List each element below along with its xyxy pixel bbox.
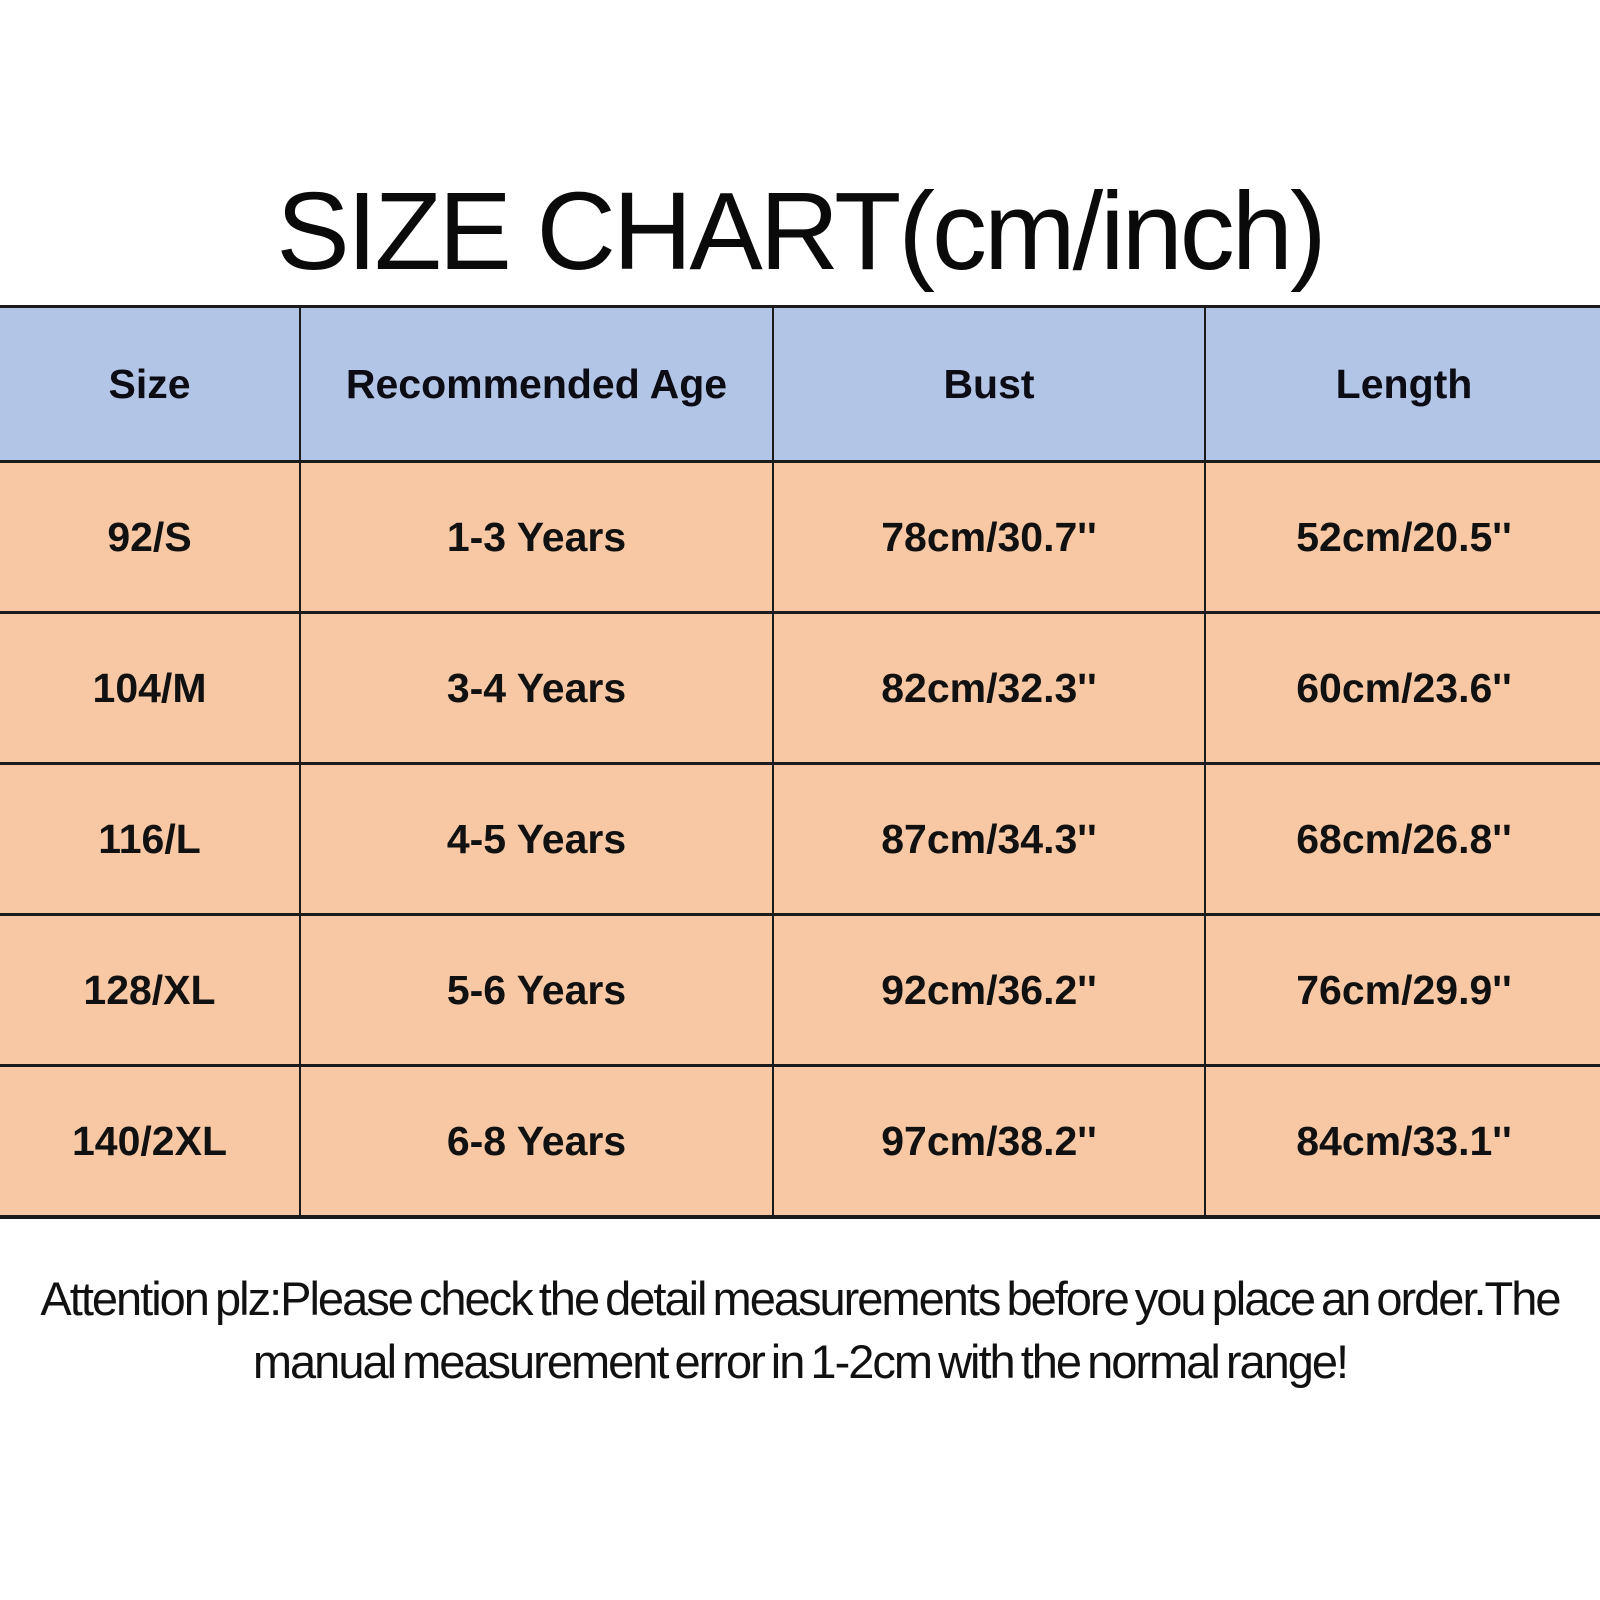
cell-age: 1-3 Years: [299, 460, 774, 614]
attention-note-line2: manual measurement error in 1-2cm with t…: [252, 1334, 1349, 1388]
column-header-length: Length: [1204, 305, 1600, 463]
cell-age: 6-8 Years: [299, 1064, 774, 1219]
cell-size: 92/S: [0, 460, 301, 614]
page-title: SIZE CHART(cm/inch): [276, 170, 1326, 293]
cell-size: 104/M: [0, 611, 301, 765]
cell-length: 68cm/26.8'': [1204, 762, 1600, 916]
cell-length: 76cm/29.9'': [1204, 913, 1600, 1067]
cell-age: 4-5 Years: [299, 762, 774, 916]
column-header-size: Size: [0, 305, 301, 463]
table-row: 116/L 4-5 Years 87cm/34.3'' 68cm/26.8'': [0, 762, 1600, 916]
cell-bust: 78cm/30.7'': [772, 460, 1206, 614]
cell-bust: 87cm/34.3'': [772, 762, 1206, 916]
table-row: 128/XL 5-6 Years 92cm/36.2'' 76cm/29.9'': [0, 913, 1600, 1067]
table-row: 104/M 3-4 Years 82cm/32.3'' 60cm/23.6'': [0, 611, 1600, 765]
cell-age: 5-6 Years: [299, 913, 774, 1067]
cell-age: 3-4 Years: [299, 611, 774, 765]
table-row: 92/S 1-3 Years 78cm/30.7'' 52cm/20.5'': [0, 460, 1600, 614]
cell-length: 60cm/23.6'': [1204, 611, 1600, 765]
cell-length: 84cm/33.1'': [1204, 1064, 1600, 1219]
attention-note-line1: Attention plz:Please check the detail me…: [40, 1272, 1561, 1325]
cell-bust: 82cm/32.3'': [772, 611, 1206, 765]
column-header-recommended-age: Recommended Age: [299, 305, 774, 463]
cell-size: 116/L: [0, 762, 301, 916]
table-header-row: Size Recommended Age Bust Length: [0, 305, 1600, 463]
attention-note: Attention plz:Please check the detail me…: [0, 1268, 1600, 1393]
cell-length: 52cm/20.5'': [1204, 460, 1600, 614]
column-header-bust: Bust: [772, 305, 1206, 463]
cell-size: 140/2XL: [0, 1064, 301, 1219]
cell-bust: 92cm/36.2'': [772, 913, 1206, 1067]
cell-bust: 97cm/38.2'': [772, 1064, 1206, 1219]
cell-size: 128/XL: [0, 913, 301, 1067]
size-chart-table: Size Recommended Age Bust Length 92/S 1-…: [0, 305, 1600, 1219]
table-row: 140/2XL 6-8 Years 97cm/38.2'' 84cm/33.1'…: [0, 1064, 1600, 1219]
